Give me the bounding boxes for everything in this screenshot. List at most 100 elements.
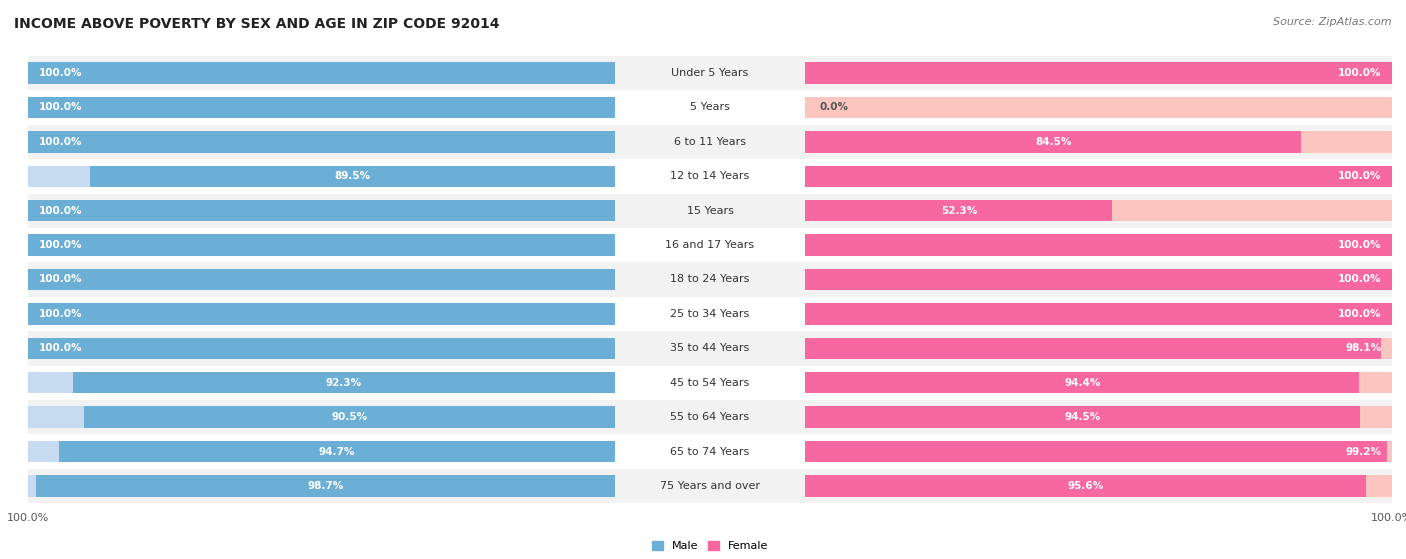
Text: Under 5 Years: Under 5 Years <box>672 68 748 78</box>
Bar <box>806 475 1392 496</box>
Bar <box>28 400 1392 434</box>
Text: 100.0%: 100.0% <box>1339 274 1382 285</box>
Text: 94.5%: 94.5% <box>1064 412 1101 422</box>
Text: 100.0%: 100.0% <box>38 274 82 285</box>
Text: 25 to 34 Years: 25 to 34 Years <box>671 309 749 319</box>
Bar <box>28 97 614 118</box>
Bar <box>28 63 614 84</box>
Bar <box>806 97 1392 118</box>
Text: Source: ZipAtlas.com: Source: ZipAtlas.com <box>1274 17 1392 27</box>
Text: 100.0%: 100.0% <box>1339 240 1382 250</box>
Text: 100.0%: 100.0% <box>38 68 82 78</box>
Bar <box>28 63 614 84</box>
Bar <box>28 269 614 290</box>
Bar <box>28 159 1392 193</box>
Bar <box>28 234 614 256</box>
Text: 100.0%: 100.0% <box>38 240 82 250</box>
Bar <box>806 234 1392 256</box>
Bar <box>59 441 614 462</box>
Bar <box>28 131 614 153</box>
Legend: Male, Female: Male, Female <box>648 537 772 556</box>
Bar <box>28 193 1392 228</box>
Bar <box>28 406 614 428</box>
Text: 100.0%: 100.0% <box>38 309 82 319</box>
Text: 100.0%: 100.0% <box>38 343 82 353</box>
Bar <box>806 406 1392 428</box>
Text: 65 to 74 Years: 65 to 74 Years <box>671 447 749 457</box>
Bar <box>28 125 1392 159</box>
Bar <box>806 269 1392 290</box>
Bar <box>28 165 614 187</box>
Text: 100.0%: 100.0% <box>38 206 82 216</box>
Bar <box>28 269 614 290</box>
Bar <box>806 303 1392 325</box>
Bar <box>90 165 614 187</box>
Text: 75 Years and over: 75 Years and over <box>659 481 761 491</box>
Bar <box>28 331 1392 366</box>
Text: 98.1%: 98.1% <box>1346 343 1382 353</box>
Bar <box>84 406 614 428</box>
Text: 92.3%: 92.3% <box>326 378 361 388</box>
Bar <box>806 200 1392 221</box>
Text: 100.0%: 100.0% <box>38 137 82 147</box>
Bar <box>28 372 614 394</box>
Bar <box>28 131 614 153</box>
Bar <box>806 441 1388 462</box>
Text: 99.2%: 99.2% <box>1346 447 1382 457</box>
Text: 100.0%: 100.0% <box>1339 309 1382 319</box>
Bar <box>28 97 614 118</box>
Text: 45 to 54 Years: 45 to 54 Years <box>671 378 749 388</box>
Bar <box>806 131 1301 153</box>
Bar <box>28 338 614 359</box>
Bar <box>806 372 1360 394</box>
Text: 55 to 64 Years: 55 to 64 Years <box>671 412 749 422</box>
Bar <box>28 338 614 359</box>
Bar <box>35 475 614 496</box>
Text: 5 Years: 5 Years <box>690 102 730 112</box>
Bar <box>806 269 1392 290</box>
Text: 84.5%: 84.5% <box>1035 137 1071 147</box>
Bar <box>28 468 1392 503</box>
Bar <box>28 228 1392 262</box>
Bar <box>28 441 614 462</box>
Bar <box>806 441 1392 462</box>
Bar <box>28 200 614 221</box>
Bar <box>806 338 1392 359</box>
Text: 89.5%: 89.5% <box>335 171 370 181</box>
Text: 0.0%: 0.0% <box>820 102 848 112</box>
Text: 94.4%: 94.4% <box>1064 378 1101 388</box>
Text: 12 to 14 Years: 12 to 14 Years <box>671 171 749 181</box>
Text: 100.0%: 100.0% <box>1339 171 1382 181</box>
Bar <box>806 63 1392 84</box>
Text: 95.6%: 95.6% <box>1067 481 1104 491</box>
Bar <box>806 475 1367 496</box>
Bar <box>806 165 1392 187</box>
Bar <box>806 200 1112 221</box>
Text: 18 to 24 Years: 18 to 24 Years <box>671 274 749 285</box>
Text: 52.3%: 52.3% <box>941 206 977 216</box>
Text: 94.7%: 94.7% <box>319 447 356 457</box>
Bar <box>28 200 614 221</box>
Text: 98.7%: 98.7% <box>307 481 343 491</box>
Text: INCOME ABOVE POVERTY BY SEX AND AGE IN ZIP CODE 92014: INCOME ABOVE POVERTY BY SEX AND AGE IN Z… <box>14 17 499 31</box>
Bar <box>806 406 1360 428</box>
Bar <box>28 475 614 496</box>
Bar <box>73 372 614 394</box>
Bar <box>28 434 1392 468</box>
Bar <box>806 338 1381 359</box>
Bar <box>28 91 1392 125</box>
Bar <box>806 303 1392 325</box>
Bar <box>28 303 614 325</box>
Bar <box>28 303 614 325</box>
Text: 35 to 44 Years: 35 to 44 Years <box>671 343 749 353</box>
Bar <box>28 262 1392 297</box>
Bar <box>28 56 1392 91</box>
Bar <box>806 234 1392 256</box>
Bar <box>28 366 1392 400</box>
Text: 100.0%: 100.0% <box>1339 68 1382 78</box>
Bar <box>806 372 1392 394</box>
Bar <box>28 234 614 256</box>
Text: 16 and 17 Years: 16 and 17 Years <box>665 240 755 250</box>
Bar <box>806 131 1392 153</box>
Text: 90.5%: 90.5% <box>332 412 367 422</box>
